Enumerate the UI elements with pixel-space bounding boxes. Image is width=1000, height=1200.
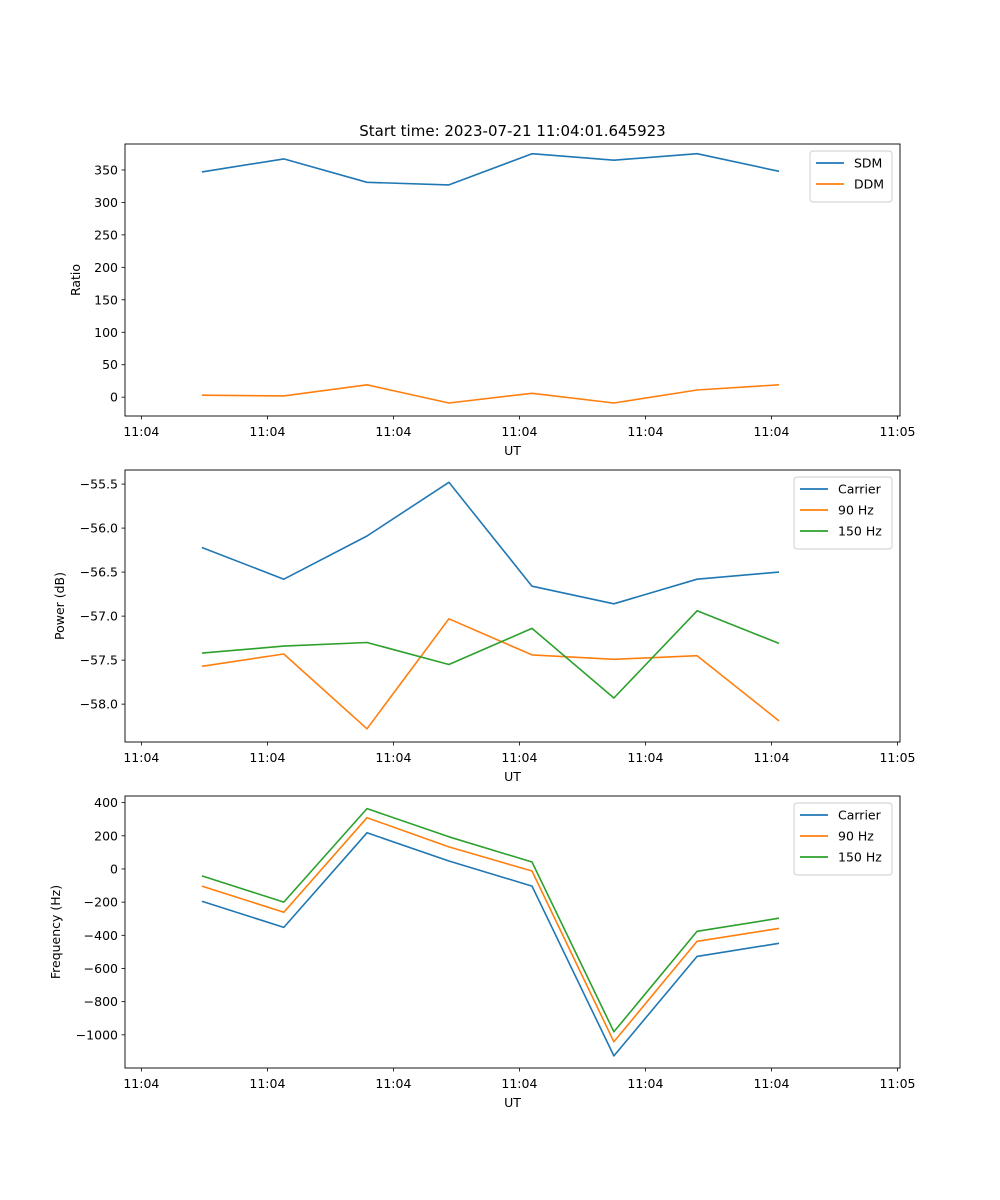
ratio-subplot: 0 50 100 150 200 250 300 350 11:04 11:04 11:04 11:0… [68, 143, 915, 458]
x-tick-label: 11:04 [627, 424, 663, 439]
y-tick-label: 400 [94, 795, 118, 810]
x-tick-label: 11:04 [249, 424, 285, 439]
axes-frame [124, 143, 901, 417]
x-axis-label: UT [504, 443, 521, 458]
x-tick-label: 11:04 [123, 424, 159, 439]
y-tick-label: −57.5 [80, 653, 118, 668]
x-tick-label: 11:04 [501, 1076, 537, 1091]
x-tick-label: 11:04 [501, 750, 537, 765]
x-tick-label: 11:04 [123, 750, 159, 765]
y-tick-label: −200 [84, 895, 118, 910]
x-tick-label: 11:04 [753, 750, 789, 765]
power-subplot: −58.0 −57.5 −57.0 −56.5 −56.0 −55.5 11:04 11:04… [52, 469, 915, 784]
legend-label-carrier: Carrier [838, 808, 882, 823]
y-axis-label: Power (dB) [52, 572, 67, 640]
y-tick-label: 350 [94, 162, 118, 177]
x-tick-label: 11:04 [375, 424, 411, 439]
x-tick-label: 11:04 [753, 1076, 789, 1091]
x-tick-label: 11:04 [375, 750, 411, 765]
y-tick-label: 150 [94, 292, 118, 307]
y-tick-label: 0 [110, 390, 118, 405]
series-line-150-hz [201, 609, 780, 699]
x-tick-label: 11:04 [627, 750, 663, 765]
legend-label-90-hz: 90 Hz [838, 503, 874, 518]
x-tick-label: 11:04 [249, 750, 285, 765]
x-tick-label: 11:04 [123, 1076, 159, 1091]
legend-label-ddm: DDM [854, 177, 884, 192]
x-tick-label: 11:05 [879, 1076, 915, 1091]
x-tick-label: 11:04 [375, 1076, 411, 1091]
y-tick-label: 200 [94, 260, 118, 275]
series-line-90-hz [201, 816, 780, 1043]
y-tick-label: −400 [84, 928, 118, 943]
x-tick-label: 11:04 [501, 424, 537, 439]
y-tick-label: 300 [94, 195, 118, 210]
frequency-subplot: −1000 −800 −600 −400 −200 0 200 400 11:04 11:04 11… [48, 795, 915, 1110]
y-tick-label: −1000 [76, 1027, 118, 1042]
legend-label-carrier: Carrier [838, 482, 882, 497]
x-tick-label: 11:05 [879, 750, 915, 765]
y-tick-label: −56.0 [80, 521, 118, 536]
y-tick-label: −800 [84, 994, 118, 1009]
y-tick-label: −57.0 [80, 609, 118, 624]
y-tick-label: 100 [94, 325, 118, 340]
series-line-carrier [201, 831, 780, 1057]
y-tick-label: −600 [84, 961, 118, 976]
series-line-90-hz [201, 617, 780, 730]
legend-label-150-hz: 150 Hz [838, 850, 882, 865]
x-tick-label: 11:05 [879, 424, 915, 439]
series-line-ddm [201, 383, 780, 404]
x-axis-label: UT [504, 1095, 521, 1110]
series-line-sdm [201, 152, 780, 186]
figure-title: Start time: 2023-07-21 11:04:01.645923 [359, 122, 665, 140]
y-tick-label: −55.5 [80, 477, 118, 492]
y-tick-label: −58.0 [80, 697, 118, 712]
series-line-150-hz [201, 807, 780, 1033]
x-axis-label: UT [504, 769, 521, 784]
y-tick-label: 50 [102, 357, 118, 372]
x-tick-label: 11:04 [627, 1076, 663, 1091]
series-line-carrier [201, 481, 780, 605]
axes-frame [124, 469, 901, 743]
y-tick-label: 250 [94, 227, 118, 242]
axes-frame [124, 795, 901, 1069]
x-tick-label: 11:04 [249, 1076, 285, 1091]
y-axis-label: Frequency (Hz) [48, 885, 63, 979]
y-tick-label: 0 [110, 861, 118, 876]
legend-label-150-hz: 150 Hz [838, 524, 882, 539]
y-axis-label: Ratio [68, 264, 83, 296]
y-tick-label: 200 [94, 828, 118, 843]
legend-label-sdm: SDM [854, 156, 882, 171]
legend-label-90-hz: 90 Hz [838, 829, 874, 844]
x-tick-label: 11:04 [753, 424, 789, 439]
y-tick-label: −56.5 [80, 565, 118, 580]
